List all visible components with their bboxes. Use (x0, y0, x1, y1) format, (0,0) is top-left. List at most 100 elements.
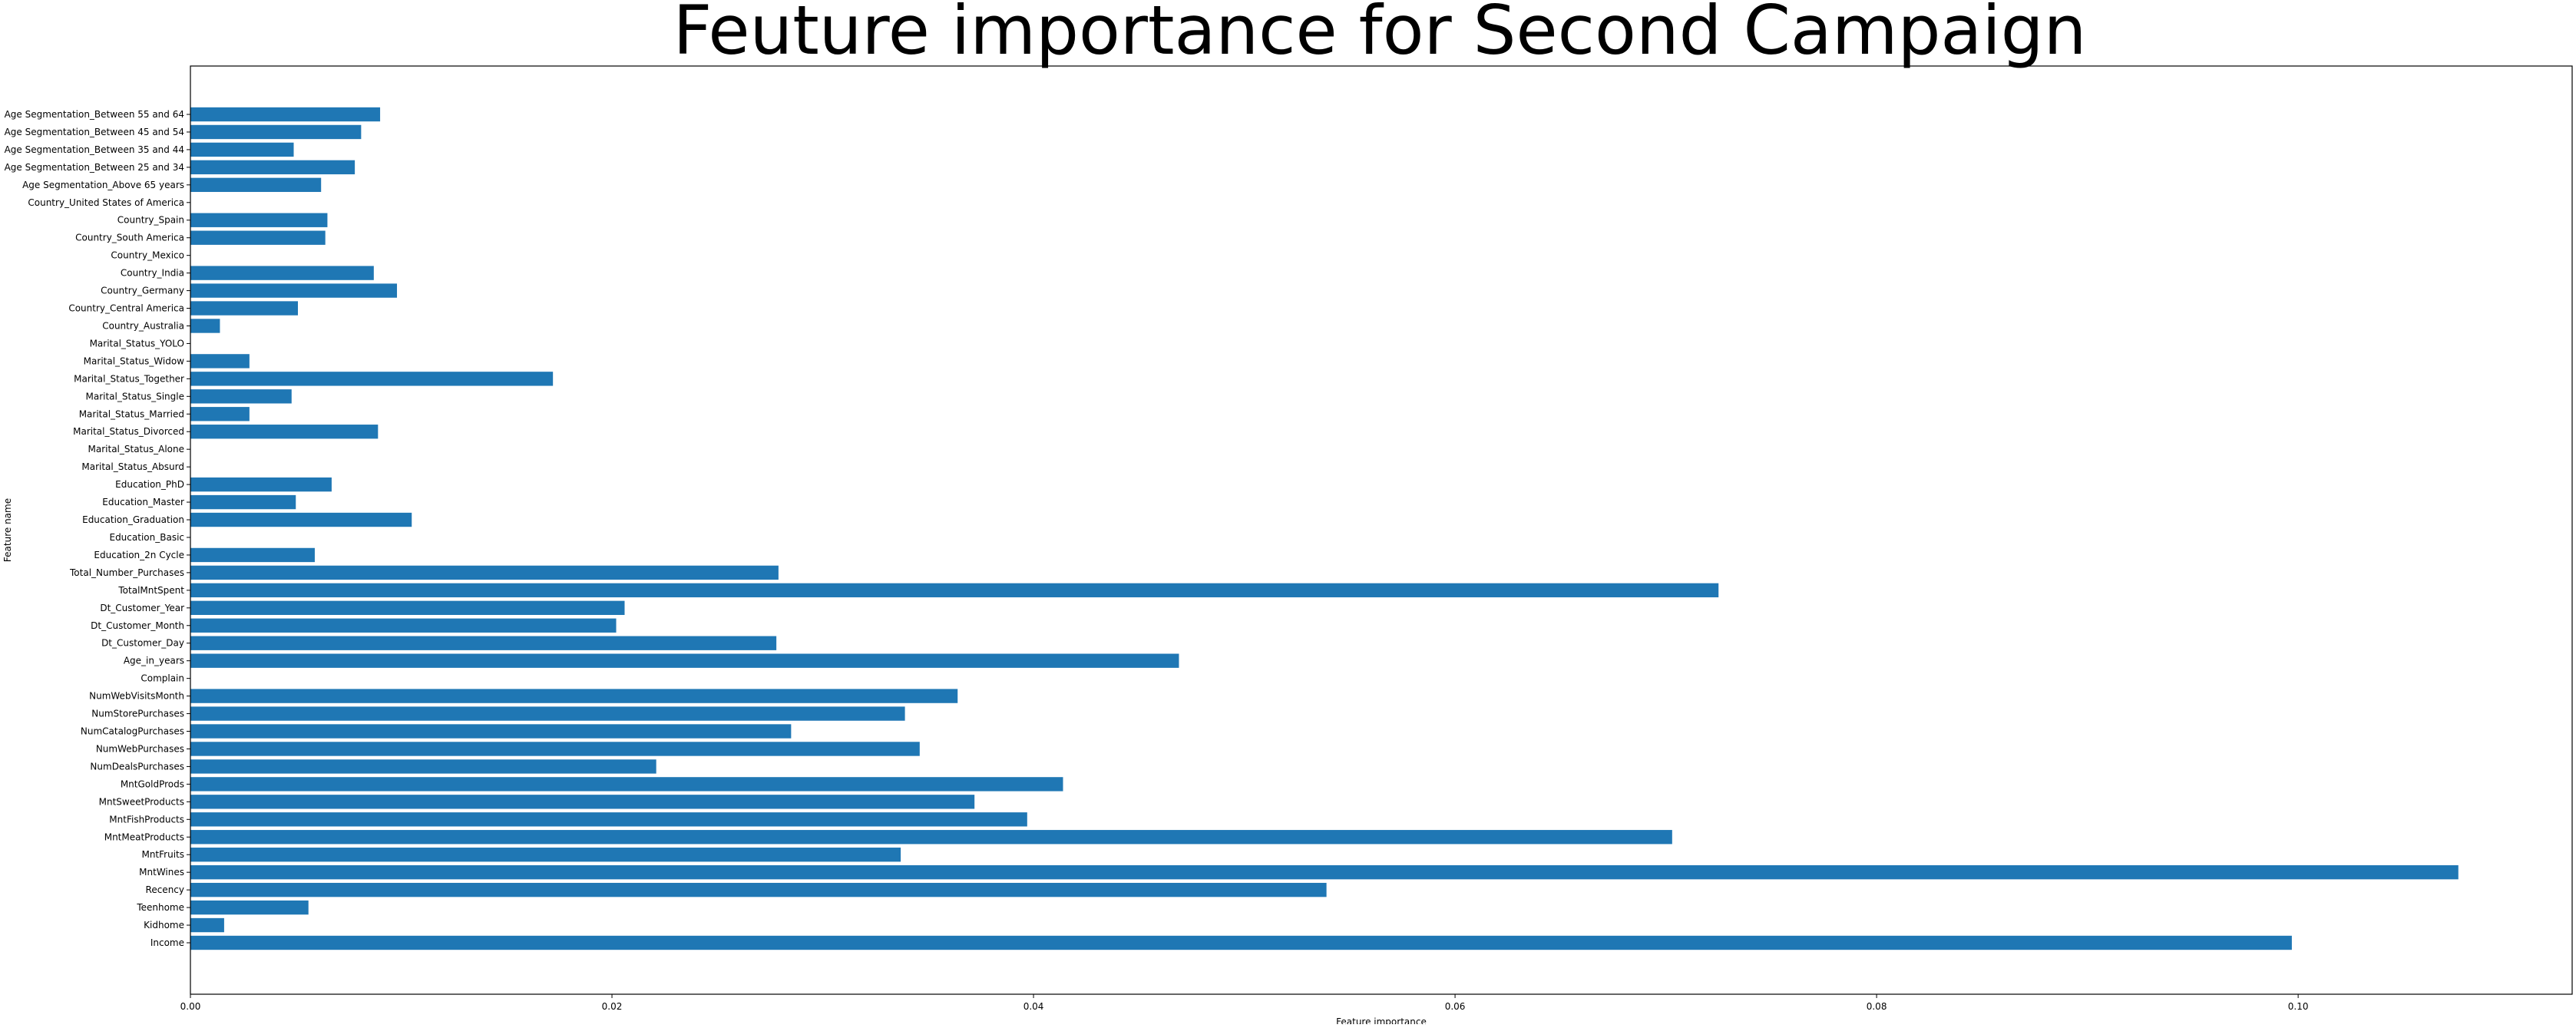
bar-age-segmentation-between-35-and-44 (190, 142, 294, 157)
bar-dt-customer-year (190, 600, 625, 615)
y-tick-label-dt-customer-year: Dt_Customer_Year (100, 603, 184, 613)
bar-mntgoldprods (190, 777, 1063, 792)
y-tick-label-education-basic: Education_Basic (109, 532, 184, 543)
bar-mntmeatproducts (190, 830, 1672, 845)
bar-country-central-america (190, 301, 299, 316)
bar-numcatalogpurchases (190, 724, 792, 739)
x-tick-label: 0.02 (602, 1001, 623, 1012)
y-tick-label-country-australia: Country_Australia (102, 320, 184, 331)
y-tick-label-age-segmentation-between-55-and-64: Age Segmentation_Between 55 and 64 (5, 109, 184, 120)
bar-numdealspurchases (190, 759, 656, 774)
bar-marital-status-divorced (190, 425, 379, 439)
chart-title: Feuture importance for Second Campaign (673, 0, 2087, 70)
y-tick-label-age-segmentation-above-65-years: Age Segmentation_Above 65 years (22, 180, 184, 190)
y-tick-label-marital-status-married: Marital_Status_Married (79, 408, 184, 419)
y-tick-label-mntmeatproducts: MntMeatProducts (104, 831, 184, 842)
x-axis-label: Feature importance (1336, 1016, 1427, 1024)
y-tick-label-country-spain: Country_Spain (117, 215, 184, 226)
bar-age-segmentation-above-65-years (190, 177, 322, 193)
y-tick-label-country-germany: Country_Germany (101, 286, 184, 296)
y-tick-label-mntwines: MntWines (139, 867, 184, 878)
bar-education-graduation (190, 512, 412, 527)
y-tick-label-dt-customer-month: Dt_Customer_Month (91, 620, 184, 631)
y-tick-label-education-2n-cycle: Education_2n Cycle (94, 550, 184, 560)
plot-frame (190, 65, 2573, 995)
bar-marital-status-single (190, 389, 292, 404)
y-tick-label-education-phd: Education_PhD (115, 479, 184, 490)
y-tick-label-marital-status-alone: Marital_Status_Alone (88, 444, 184, 455)
bar-kidhome (190, 917, 224, 933)
y-tick-label-marital-status-single: Marital_Status_Single (86, 391, 185, 402)
y-tick-label-country-mexico: Country_Mexico (111, 250, 184, 261)
bar-numstorepurchases (190, 706, 905, 721)
y-tick-label-kidhome: Kidhome (144, 920, 184, 930)
y-tick-label-total-number-purchases: Total_Number_Purchases (69, 567, 184, 578)
x-tick-layer: 0.00 0.02 0.04 0.06 0.08 0.10 (180, 994, 2309, 1012)
y-tick-label-dt-customer-day: Dt_Customer_Day (101, 638, 184, 649)
x-tick-label: 0.06 (1445, 1001, 1466, 1012)
y-tick-label-age-segmentation-between-45-and-54: Age Segmentation_Between 45 and 54 (5, 127, 184, 137)
y-tick-label-numcatalogpurchases: NumCatalogPurchases (81, 726, 184, 737)
y-tick-label-education-graduation: Education_Graduation (82, 514, 184, 525)
bar-country-south-america (190, 230, 326, 245)
y-tick-label-age-in-years: Age_in_years (124, 656, 184, 666)
y-tick-label-age-segmentation-between-25-and-34: Age Segmentation_Between 25 and 34 (5, 162, 184, 173)
y-tick-label-mntgoldprods: MntGoldProds (121, 778, 184, 789)
bar-education-2n-cycle (190, 547, 315, 563)
y-tick-label-teenhome: Teenhome (136, 902, 184, 913)
bar-dt-customer-month (190, 618, 617, 633)
y-tick-label-education-master: Education_Master (102, 497, 184, 507)
y-tick-label-numwebvisitsmonth: NumWebVisitsMonth (89, 691, 184, 702)
bar-age-segmentation-between-55-and-64 (190, 107, 381, 122)
bar-education-master (190, 494, 296, 510)
y-tick-label-country-south-america: Country_South America (75, 233, 184, 243)
bar-marital-status-married (190, 407, 250, 421)
y-tick-label-country-india: Country_India (121, 268, 184, 279)
y-tick-label-mntsweetproducts: MntSweetProducts (99, 796, 184, 807)
x-tick-label: 0.10 (2288, 1001, 2309, 1012)
bar-age-segmentation-between-25-and-34 (190, 160, 355, 175)
bar-marital-status-together (190, 372, 554, 386)
bar-education-phd (190, 477, 332, 492)
x-tick-label: 0.00 (180, 1001, 201, 1012)
y-tick-label-age-segmentation-between-35-and-44: Age Segmentation_Between 35 and 44 (5, 144, 184, 155)
bars-layer (190, 107, 2459, 950)
bar-age-in-years (190, 653, 1179, 668)
bar-age-segmentation-between-45-and-54 (190, 124, 362, 140)
x-tick-label: 0.04 (1023, 1001, 1044, 1012)
bar-mntwines (190, 864, 2459, 880)
bar-total-number-purchases (190, 565, 779, 580)
bar-numwebvisitsmonth (190, 689, 958, 703)
bar-country-australia (190, 319, 220, 333)
y-tick-label-mntfruits: MntFruits (141, 849, 184, 860)
bar-dt-customer-day (190, 636, 777, 650)
bar-country-india (190, 266, 374, 280)
bar-country-germany (190, 283, 398, 298)
bar-mntsweetproducts (190, 795, 975, 809)
bar-recency (190, 882, 1327, 897)
bar-mntfruits (190, 848, 901, 862)
bar-teenhome (190, 900, 309, 915)
y-tick-label-country-central-america: Country_Central America (68, 303, 184, 314)
y-tick-label-totalmntspent: TotalMntSpent (117, 585, 184, 596)
y-tick-label-marital-status-absurd: Marital_Status_Absurd (81, 461, 184, 472)
y-tick-label-marital-status-yolo: Marital_Status_YOLO (90, 338, 184, 349)
bar-country-spain (190, 213, 328, 227)
y-tick-label-marital-status-widow: Marital_Status_Widow (84, 355, 185, 366)
y-tick-layer: Income Kidhome Teenhome Recency MntWines MntF… (5, 109, 190, 948)
y-tick-label-marital-status-divorced: Marital_Status_Divorced (73, 426, 184, 437)
y-tick-label-mntfishproducts: MntFishProducts (109, 814, 184, 825)
y-tick-label-recency: Recency (146, 884, 184, 895)
bar-marital-status-widow (190, 354, 250, 369)
y-tick-label-complain: Complain (141, 673, 184, 684)
bar-totalmntspent (190, 583, 1719, 598)
y-tick-label-income: Income (150, 937, 184, 948)
y-axis-label: Feature name (2, 498, 13, 562)
y-tick-label-numstorepurchases: NumStorePurchases (91, 709, 184, 719)
y-tick-label-numwebpurchases: NumWebPurchases (96, 743, 184, 754)
x-tick-label: 0.08 (1867, 1001, 1887, 1012)
y-tick-label-country-united-states-of-america: Country_United States of America (28, 197, 184, 208)
bar-mntfishproducts (190, 812, 1027, 827)
